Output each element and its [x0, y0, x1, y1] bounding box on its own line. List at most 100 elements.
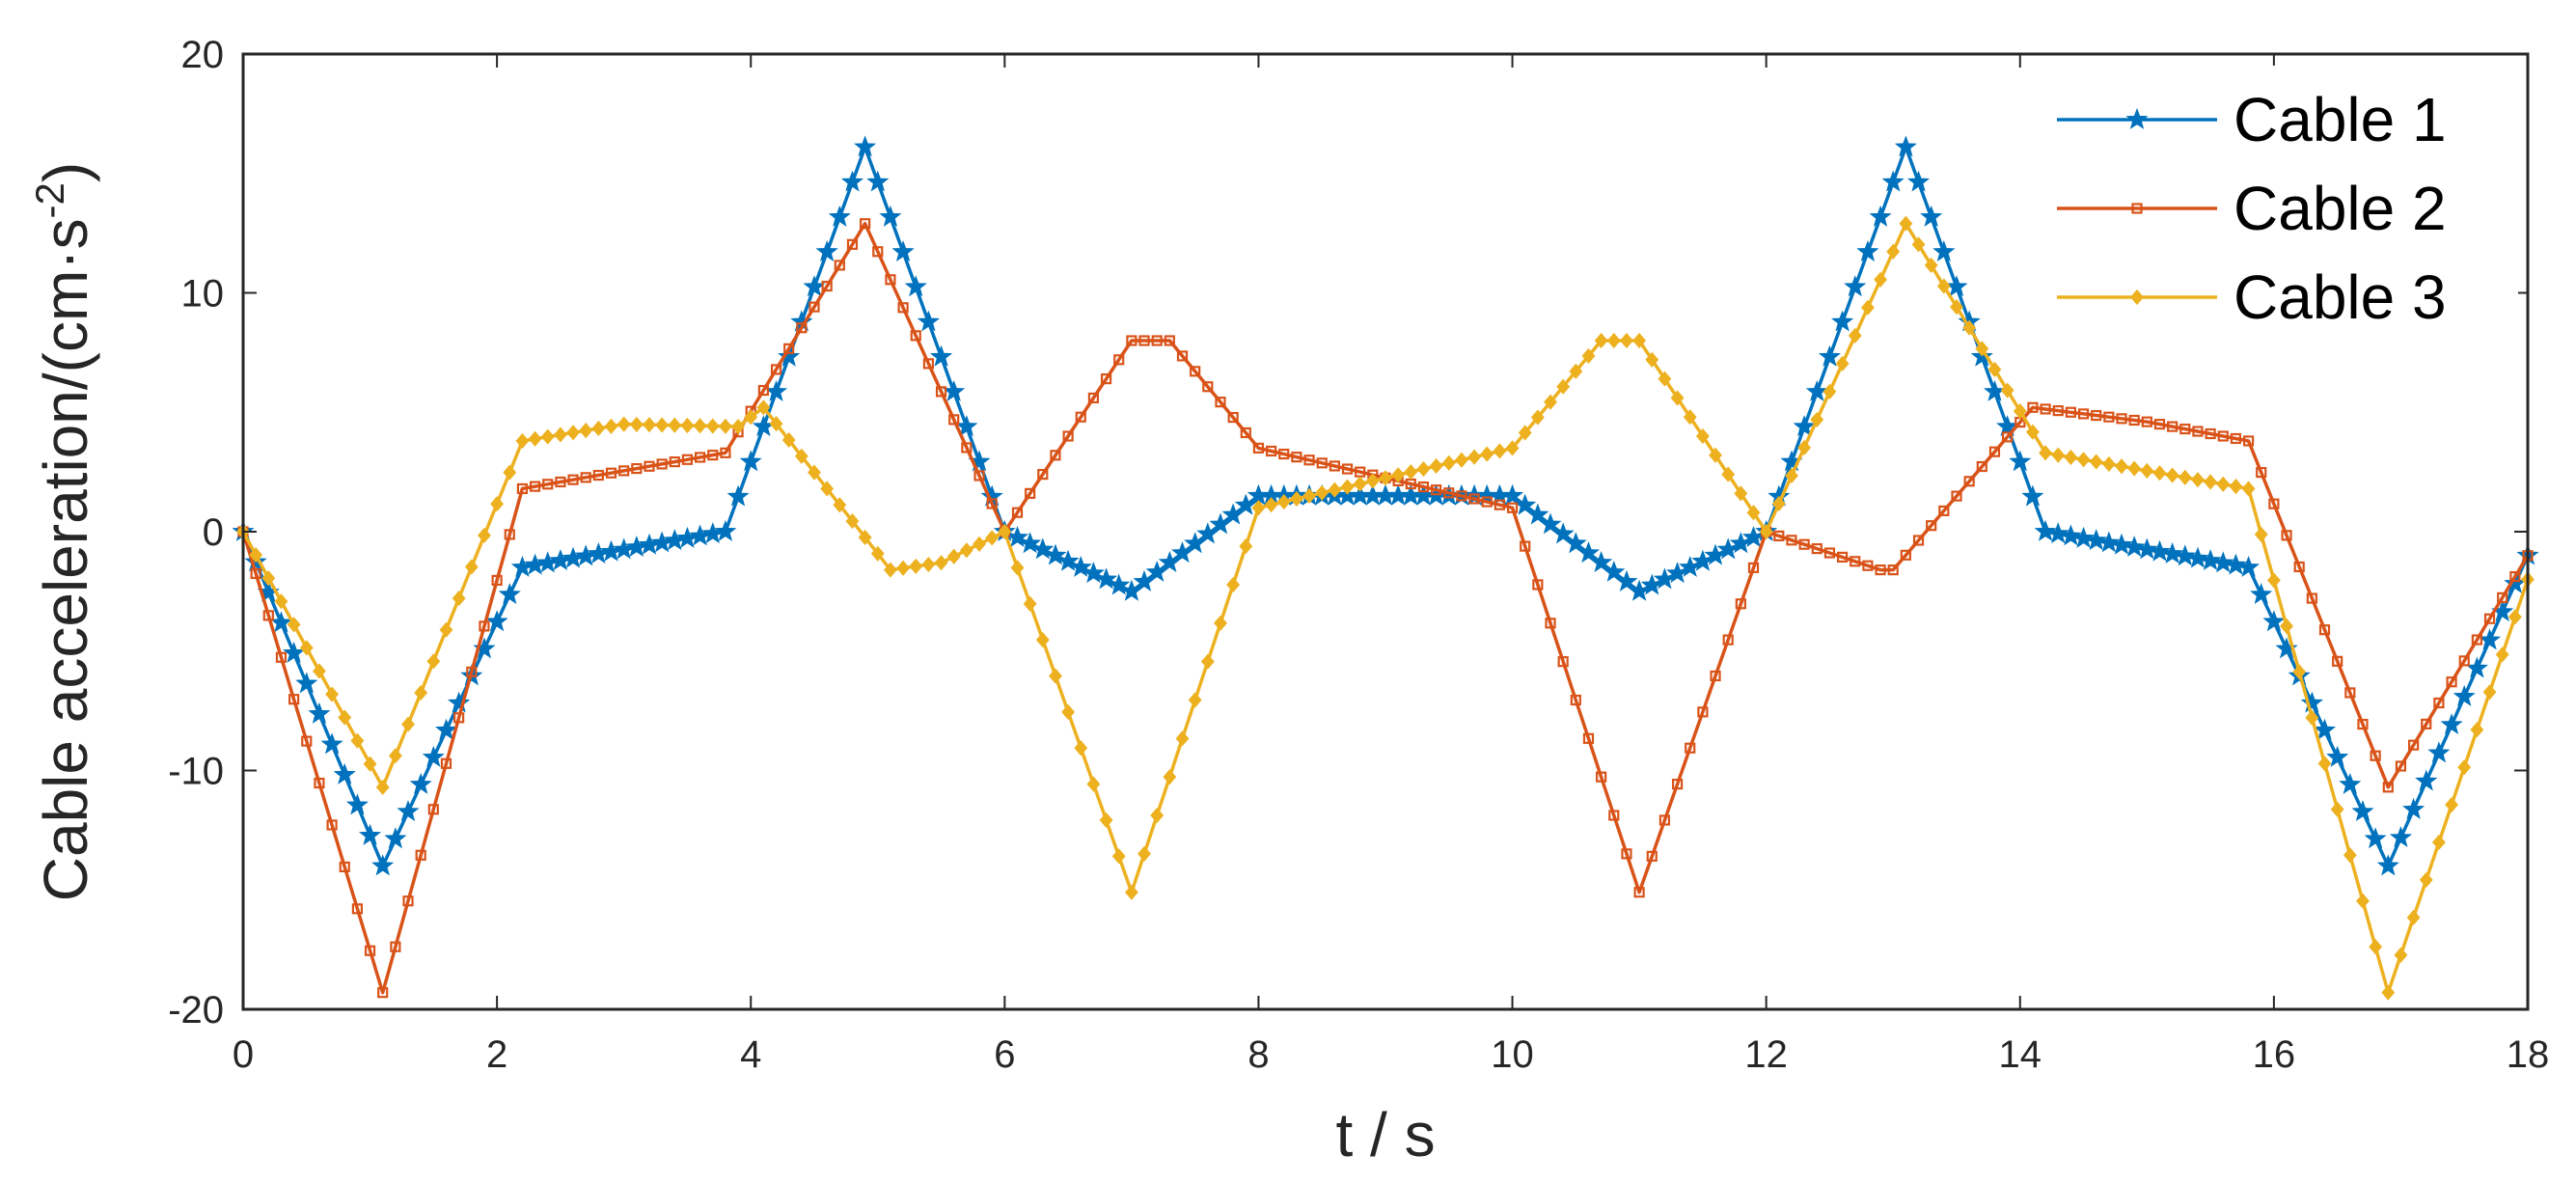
data-point [1697, 706, 1709, 718]
data-point [2497, 592, 2508, 604]
data-point [1082, 562, 1105, 584]
data-point [2051, 447, 2066, 463]
data-point [643, 417, 656, 433]
data-point [2179, 423, 2191, 435]
data-point [973, 470, 985, 481]
data-point [1050, 450, 1061, 461]
series-1 [232, 135, 2539, 876]
data-point [2509, 570, 2521, 583]
data-point [2161, 542, 2184, 564]
data-point [769, 416, 783, 432]
data-point [2483, 613, 2496, 624]
y-tick-label: -10 [168, 751, 224, 793]
data-point [1603, 560, 1626, 582]
data-point [2091, 409, 2102, 422]
data-point [2433, 697, 2445, 709]
data-point [2115, 458, 2128, 475]
data-point [1759, 523, 1773, 540]
data-point [345, 793, 369, 815]
data-point [1190, 366, 1201, 377]
data-point [371, 854, 395, 876]
data-point [1679, 555, 1702, 577]
legend-entry: Cable 1 [2057, 85, 2447, 154]
data-point [2440, 713, 2463, 734]
data-point [1037, 469, 1049, 481]
data-point [879, 205, 902, 227]
data-point [1031, 537, 1055, 560]
data-point [1493, 443, 1507, 459]
data-point [783, 343, 795, 354]
data-point [478, 527, 491, 543]
data-point [1899, 215, 1913, 232]
data-point [1887, 564, 1899, 576]
data-point [1786, 535, 1797, 546]
data-point [820, 481, 835, 497]
data-point [756, 399, 771, 416]
data-point [1988, 446, 2001, 457]
data-point [1126, 335, 1137, 346]
data-point [540, 428, 555, 445]
legend-marker [2131, 203, 2143, 214]
data-point [2241, 481, 2256, 497]
data-point [1443, 487, 1455, 499]
data-point [1685, 742, 1696, 754]
data-point [452, 590, 466, 607]
data-point [1557, 656, 1569, 668]
data-point [2318, 624, 2331, 636]
data-point [1632, 332, 1647, 349]
data-point [1950, 299, 1963, 316]
data-point [409, 772, 432, 794]
data-point [2103, 411, 2115, 423]
data-point [2097, 531, 2121, 553]
data-point [2470, 722, 2484, 738]
data-point [1111, 848, 1126, 865]
data-point [2364, 827, 2387, 849]
data-point [840, 170, 864, 192]
data-point [909, 558, 923, 574]
data-point [1086, 776, 1101, 792]
data-point [2465, 656, 2488, 678]
data-point [693, 418, 707, 434]
data-point [350, 732, 365, 749]
data-point [2217, 430, 2229, 442]
data-point [1108, 573, 1131, 595]
y-tick-label: 10 [181, 273, 225, 316]
data-point [1869, 205, 1892, 227]
data-point [1615, 569, 1638, 592]
data-point [1505, 440, 1520, 456]
data-point [2395, 760, 2407, 772]
data-point [261, 570, 276, 587]
data-point [1746, 505, 1761, 521]
data-point [1640, 573, 1663, 595]
data-point [1175, 730, 1190, 747]
data-point [2165, 467, 2179, 483]
data-point [2305, 709, 2319, 726]
x-tick-label: 18 [2507, 1033, 2550, 1076]
data-point [2250, 583, 2273, 605]
data-point [604, 418, 618, 434]
data-point [1164, 335, 1175, 346]
data-point [1721, 466, 1736, 482]
data-point [1095, 567, 1118, 590]
data-point [1429, 457, 1443, 475]
data-point [1924, 257, 1938, 274]
data-point [1576, 541, 1601, 564]
data-point [2242, 435, 2255, 447]
data-point [375, 779, 390, 795]
data-point [1596, 771, 1607, 783]
data-point [2192, 426, 2204, 437]
data-point [333, 762, 356, 784]
data-point [1163, 769, 1177, 785]
data-point [1291, 452, 1302, 463]
data-point [1099, 812, 1113, 829]
data-point [815, 240, 838, 262]
data-point [921, 556, 936, 573]
data-point [2152, 465, 2167, 481]
data-point [466, 666, 478, 677]
data-point [897, 302, 909, 314]
data-point [1983, 379, 2007, 401]
data-point [846, 238, 859, 250]
data-point [739, 450, 762, 472]
data-point [726, 484, 750, 507]
